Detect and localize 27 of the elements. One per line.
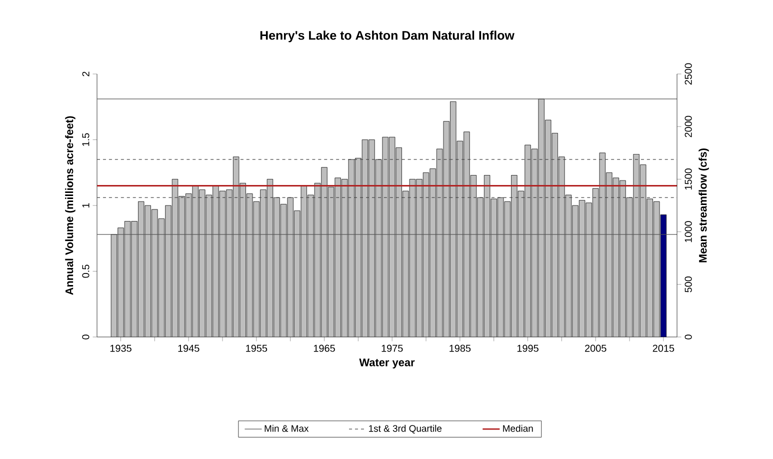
y2-tick-label: 500 [684, 276, 692, 292]
y-tick-label: 0 [82, 334, 90, 340]
x-tick-label: 2015 [652, 344, 674, 352]
x-axis-title: Water year [359, 358, 415, 368]
y2-axis-title: Mean streamflow (cfs) [698, 148, 709, 262]
x-tick-label: 1935 [110, 344, 132, 352]
y2-tick-label: 1500 [684, 168, 692, 190]
chart-title: Henry's Lake to Ashton Dam Natural Inflow [260, 30, 514, 42]
y2-tick-label: 2000 [684, 116, 692, 138]
y-tick-label: 2 [82, 72, 90, 76]
x-tick-label: 1985 [450, 344, 471, 352]
y-tick-label: 0.5 [82, 264, 90, 278]
legend-label: Min & Max [264, 424, 309, 432]
legend-label: 1st & 3rd Quartile [369, 424, 442, 434]
y2-tick-label: 2500 [684, 63, 692, 85]
y-tick-label: 1.5 [82, 133, 90, 146]
x-tick-label: 2005 [585, 344, 606, 352]
y2-tick-label: 0 [684, 334, 692, 340]
x-tick-label: 1995 [517, 344, 538, 352]
legend-label: Median [503, 424, 533, 432]
y-axis-title: Annual Volume (millions acre-feet) [65, 116, 76, 295]
x-tick-label: 1945 [178, 344, 200, 352]
y2-tick-label: 1000 [684, 221, 692, 242]
y-tick-label: 1 [82, 203, 90, 208]
x-tick-label: 1965 [314, 344, 335, 352]
x-tick-label: 1955 [246, 344, 268, 352]
x-tick-label: 1975 [382, 344, 403, 352]
